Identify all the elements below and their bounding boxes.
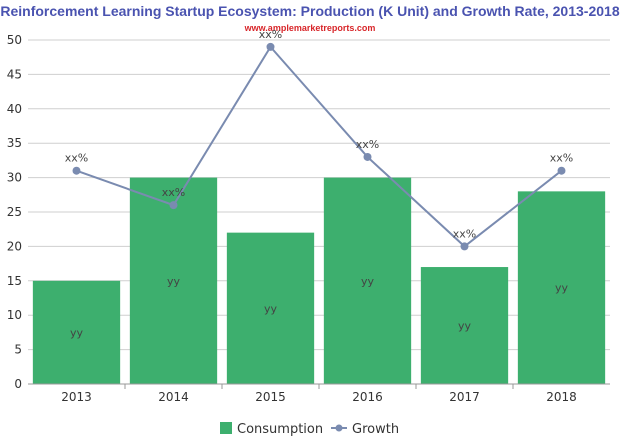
growth-point-2013 [72,166,81,175]
bar-label: yy [167,275,181,288]
growth-label: xx% [162,186,185,199]
chart-title: Reinforcement Learning Startup Ecosystem… [0,3,619,19]
growth-point-2014 [169,201,178,210]
y-tick-label: 15 [7,274,22,288]
bar-2017 [420,267,509,384]
bar-2018 [517,191,606,384]
bar-label: yy [264,302,278,315]
bar-2014 [129,177,218,384]
growth-label: xx% [65,152,88,165]
growth-label: xx% [550,152,573,165]
y-tick-label: 35 [7,136,22,150]
bar-2013 [32,280,121,384]
growth-point-2016 [363,152,372,161]
chart-subtitle: www.amplemarketreports.com [244,23,376,33]
bar-series [32,177,606,384]
x-tick-label: 2015 [255,390,286,404]
x-tick-label: 2018 [546,390,577,404]
bar-label: yy [70,326,84,339]
bar-label: yy [458,320,472,333]
y-tick-label: 40 [7,102,22,116]
bar-2016 [323,177,412,384]
legend-item-consumption[interactable]: Consumption [220,422,323,437]
growth-point-2017 [460,242,469,251]
y-tick-label: 45 [7,67,22,81]
x-tick-label: 2013 [61,390,92,404]
y-tick-label: 30 [7,171,22,185]
y-tick-label: 0 [14,377,22,391]
line-series: xx% xx% xx% xx% xx% xx% [65,28,573,251]
growth-point-2018 [557,166,566,175]
legend-swatch-consumption [220,422,232,434]
x-tick-label: 2016 [352,390,383,404]
growth-point-2015 [266,42,275,51]
y-axis: 0 5 10 15 20 25 30 35 40 45 50 [7,33,22,391]
legend: Consumption Growth [220,422,399,437]
bar-label: yy [555,282,569,295]
legend-item-growth[interactable]: Growth [331,422,399,437]
growth-line [76,45,563,248]
bar-label: yy [361,275,375,288]
y-tick-label: 25 [7,205,22,219]
bar-data-labels: yy yy yy yy yy yy [70,275,569,340]
y-tick-label: 50 [7,33,22,47]
y-tick-label: 5 [14,343,22,357]
growth-label: xx% [356,138,379,151]
x-tick-label: 2017 [449,390,480,404]
legend-swatch-growth-marker [335,424,343,432]
legend-label-growth: Growth [352,422,399,437]
growth-label: xx% [453,227,476,240]
y-tick-label: 10 [7,308,22,322]
x-axis: 2013 2014 2015 2016 2017 2018 [61,384,577,404]
legend-label-consumption: Consumption [237,422,323,437]
y-tick-label: 20 [7,239,22,253]
growth-label: xx% [259,28,282,41]
x-tick-label: 2014 [158,390,189,404]
bar-2015 [226,232,315,384]
